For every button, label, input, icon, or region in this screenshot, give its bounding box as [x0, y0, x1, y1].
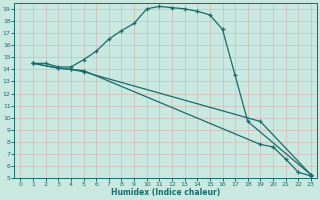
- X-axis label: Humidex (Indice chaleur): Humidex (Indice chaleur): [111, 188, 220, 197]
